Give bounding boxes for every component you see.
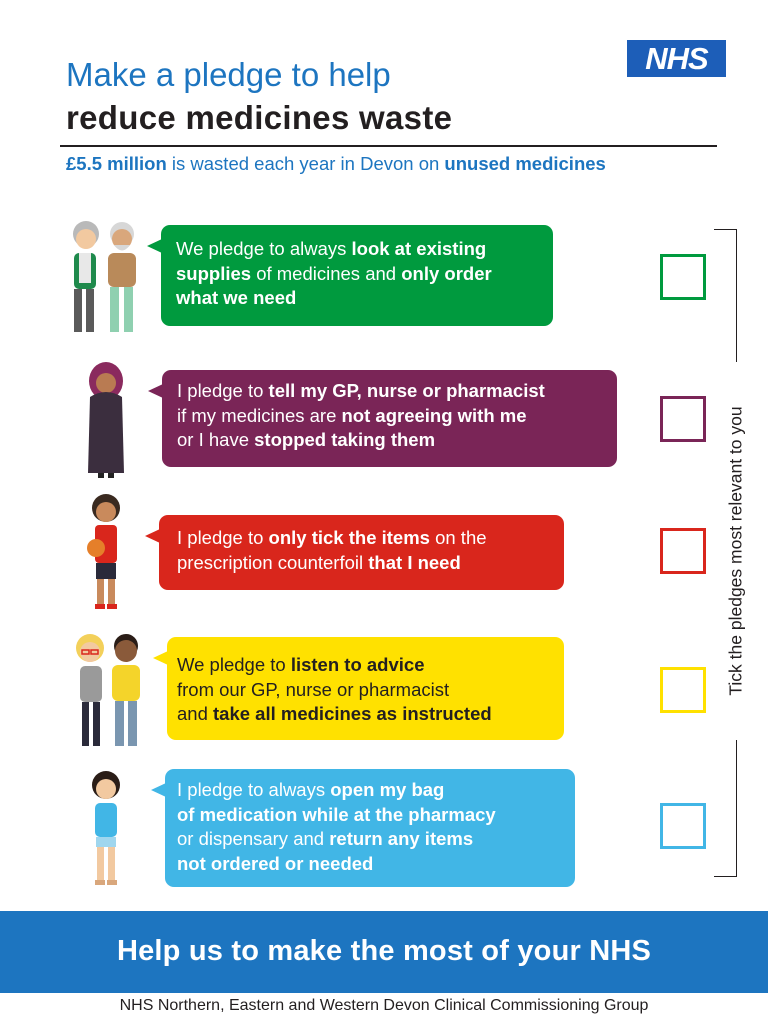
pledge-text: and: [177, 703, 214, 724]
pledge-text-line: from our GP, nurse or pharmacist: [177, 678, 564, 703]
pledge-text-line: supplies of medicines and only order: [176, 262, 553, 287]
subtitle: £5.5 million is wasted each year in Devo…: [66, 153, 606, 175]
pledge-text: from our GP, nurse or pharmacist: [177, 678, 450, 700]
bracket-line: [714, 876, 736, 877]
pledge-text: I pledge to: [177, 527, 269, 548]
pledge-text: prescription counterfoil: [177, 551, 369, 573]
pledge-text-line: I pledge to always open my bag: [177, 778, 575, 803]
pledge-emphasis: not agreeing with me: [341, 404, 527, 426]
pledge-text-line: or dispensary and return any items: [177, 827, 575, 852]
woman-hijab-illustration: [88, 362, 124, 478]
pledge-text: of medicines and: [251, 262, 402, 284]
pledge-bubble-4: We pledge to listen to advice from our GP…: [153, 637, 564, 740]
pledge-emphasis: not ordered or needed: [177, 852, 374, 874]
pledge-text-line: We pledge to always look at existing: [176, 237, 553, 262]
pledge-text: I pledge to always: [177, 779, 331, 800]
pledge-text-line: of medication while at the pharmacy: [177, 803, 575, 828]
bubble-tail: [151, 783, 166, 797]
pledge-text-line: I pledge to only tick the items on the: [177, 526, 564, 551]
pledge-emphasis: only tick the items: [268, 527, 430, 548]
pledge-text-line: We pledge to listen to advice: [177, 653, 564, 678]
pledge-emphasis: listen to advice: [290, 654, 425, 675]
pledge-text: or I have: [177, 429, 255, 450]
pledge-text-line: not ordered or needed: [177, 852, 575, 877]
pledge-bubble-3: I pledge to only tick the items on the pr…: [145, 515, 564, 590]
title-line-1: Make a pledge to help: [66, 56, 391, 93]
pledge-emphasis: what we need: [176, 287, 297, 308]
bottom-banner: Help us to make the most of your NHS: [0, 911, 768, 993]
pledge-emphasis: that I need: [368, 551, 461, 573]
pledge-text-line: prescription counterfoil that I need: [177, 551, 564, 576]
pledge-checkbox-5[interactable]: [660, 803, 706, 849]
title-divider: [60, 145, 717, 147]
boy-basketball-illustration: [87, 494, 120, 609]
pledge-emphasis: tell my GP, nurse or pharmacist: [268, 380, 545, 401]
tick-instruction: Tick the pledges most relevant to you: [725, 406, 746, 696]
pledge-bubble-2: I pledge to tell my GP, nurse or pharmac…: [148, 370, 617, 467]
older-couple-illustration: [73, 221, 136, 332]
bracket-line: [736, 229, 737, 362]
pledge-emphasis: open my bag: [330, 779, 445, 800]
pledge-emphasis: stopped taking them: [254, 429, 436, 450]
pledge-emphasis: only order: [401, 262, 492, 284]
pledge-emphasis: take all medicines as instructed: [213, 703, 492, 724]
bubble-tail: [147, 239, 162, 253]
nhs-logo: NHS: [627, 40, 726, 77]
pledge-text-line: if my medicines are not agreeing with me: [177, 404, 617, 429]
pledge-text: or dispensary and: [177, 828, 330, 849]
subtitle-middle: is wasted each year in Devon on: [166, 153, 445, 174]
pledge-text: on the: [429, 527, 487, 548]
pledge-text: We pledge to always: [176, 238, 352, 259]
bubble-tail: [148, 384, 163, 398]
pledge-emphasis: look at existing: [351, 238, 487, 259]
bracket-line: [714, 229, 736, 230]
pledge-checkbox-3[interactable]: [660, 528, 706, 574]
pledge-text: if my medicines are: [177, 404, 342, 426]
pledge-text: We pledge to: [177, 654, 291, 675]
pledge-checkbox-2[interactable]: [660, 396, 706, 442]
pledge-text: I pledge to: [177, 380, 269, 401]
pledge-checkbox-1[interactable]: [660, 254, 706, 300]
bracket-line: [736, 740, 737, 877]
title-line-2: reduce medicines waste: [66, 99, 453, 136]
pledge-checkbox-4[interactable]: [660, 667, 706, 713]
bubble-tail: [153, 651, 168, 665]
pledge-bubble-1: We pledge to always look at existing supp…: [147, 225, 553, 326]
young-couple-illustration: [76, 634, 140, 746]
bubble-tail: [145, 529, 160, 543]
pledge-emphasis: return any items: [329, 828, 474, 849]
pledge-emphasis: supplies: [176, 262, 252, 284]
pledge-text-line: I pledge to tell my GP, nurse or pharmac…: [177, 379, 617, 404]
young-woman-illustration: [92, 771, 120, 885]
footer-organisation: NHS Northern, Eastern and Western Devon …: [119, 997, 649, 1014]
subtitle-amount: £5.5 million: [66, 153, 167, 174]
subtitle-emphasis: unused medicines: [444, 153, 606, 174]
pledge-text-line: or I have stopped taking them: [177, 428, 617, 453]
pledge-text-line: what we need: [176, 286, 553, 311]
pledge-emphasis: of medication while at the pharmacy: [177, 803, 496, 825]
pledge-bubble-5: I pledge to always open my bag of medicat…: [151, 769, 575, 887]
pledge-text-line: and take all medicines as instructed: [177, 702, 564, 727]
